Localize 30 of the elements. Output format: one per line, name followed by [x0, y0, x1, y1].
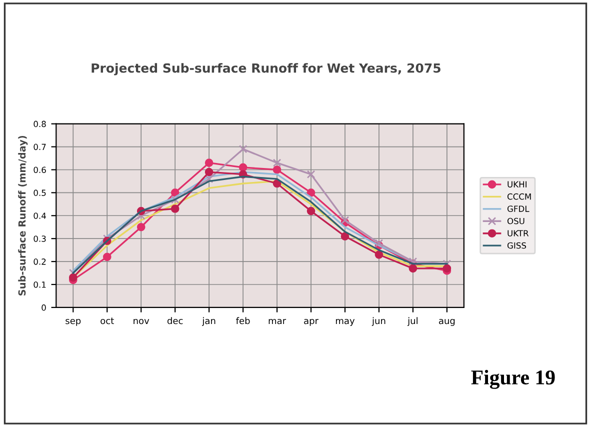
legend-label: UKTR: [508, 230, 529, 236]
legend-label: UKHI: [508, 181, 526, 188]
chart-title: Projected Sub-surface Runoff for Wet Years, 2075: [92, 63, 440, 76]
x-tick-label: feb: [236, 317, 250, 324]
x-tick-label: jun: [372, 317, 386, 326]
x-tick-label: aug: [438, 318, 455, 326]
caption: Figure 19: [471, 370, 555, 389]
y-tick-label: 0.5: [34, 190, 46, 196]
y-tick-label: 0.3: [34, 236, 46, 242]
y-tick-label: 0.8: [34, 120, 46, 128]
legend-label: CCCM: [507, 193, 531, 200]
legend-label: GISS: [507, 242, 526, 249]
x-tick-label: sep: [66, 318, 81, 326]
y-tick-label: 0.7: [34, 144, 46, 150]
y-tick-label: 0.6: [34, 166, 46, 174]
legend-label: GFDL: [507, 206, 530, 212]
x-tick-label: jan: [202, 317, 216, 326]
x-tick-label: oct: [100, 318, 114, 324]
x-tick-label: may: [336, 318, 355, 326]
y-axis-title: Sub-surface Runoff (mm/day): [18, 136, 28, 296]
y-tick-label: 0.2: [34, 258, 46, 265]
y-tick-label: 0.1: [34, 281, 46, 288]
x-tick-label: dec: [167, 317, 183, 324]
x-tick-label: apr: [304, 318, 318, 326]
y-tick-label: 0.4: [34, 212, 46, 219]
x-tick-label: nov: [134, 318, 150, 324]
x-tick-label: jul: [407, 317, 418, 326]
y-tick-label: 0: [42, 304, 46, 311]
x-tick-label: mar: [268, 318, 286, 324]
legend-label: OSU: [507, 218, 524, 224]
